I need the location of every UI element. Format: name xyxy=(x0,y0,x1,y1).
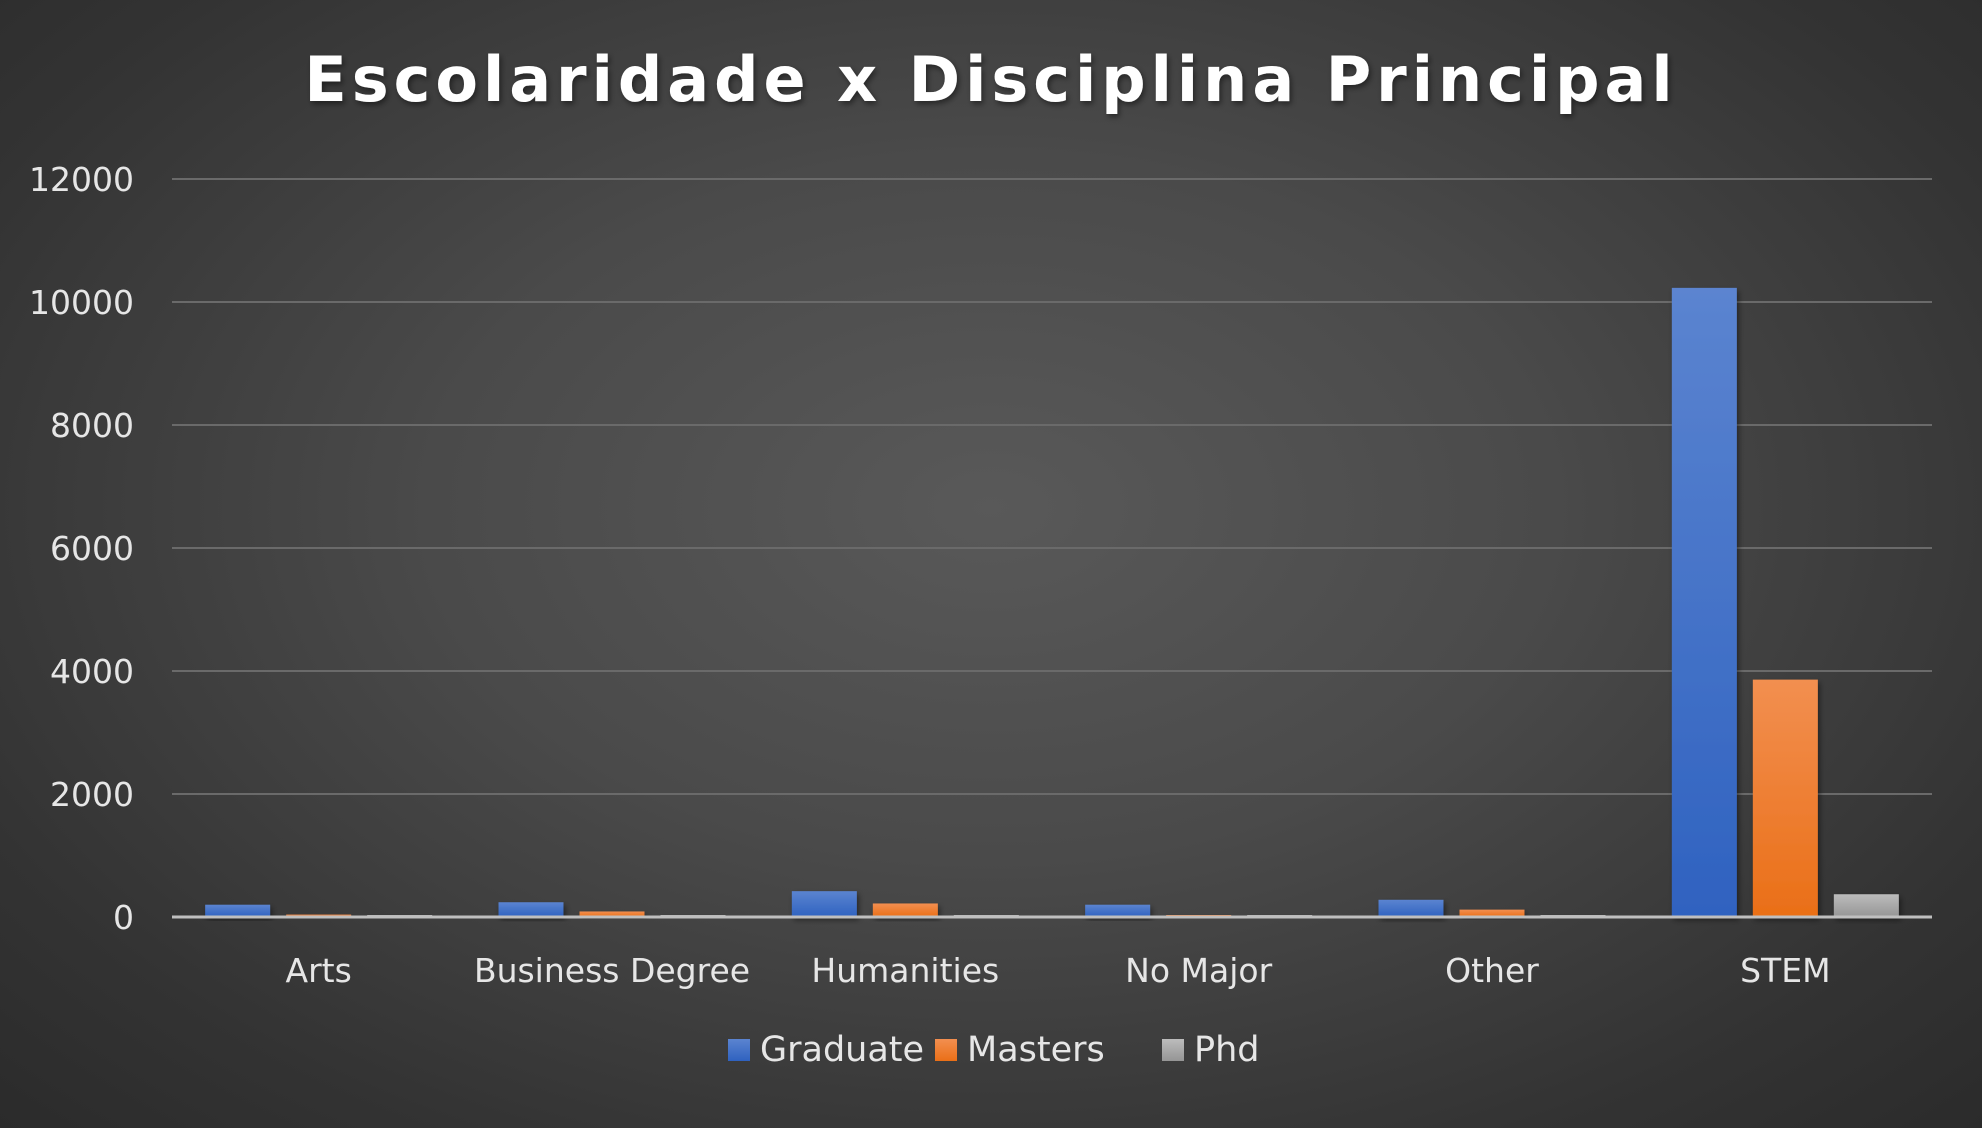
x-category-label: Arts xyxy=(286,951,352,990)
y-tick-label: 6000 xyxy=(50,529,134,568)
y-tick-label: 8000 xyxy=(50,406,134,445)
x-axis-categories: Arts Business Degree Humanities No Major Oth… xyxy=(286,951,1831,990)
legend-item-masters: Masters xyxy=(935,1030,1105,1070)
legend-label: Graduate xyxy=(760,1030,924,1070)
legend-label: Phd xyxy=(1194,1030,1260,1070)
y-tick-label: 0 xyxy=(113,898,134,937)
x-category-label: Humanities xyxy=(811,951,999,990)
bar-masters-other xyxy=(1459,909,1525,917)
bar-masters-business-degree xyxy=(579,911,645,917)
bar-masters-stem xyxy=(1752,679,1818,917)
legend-swatch xyxy=(935,1039,957,1061)
y-tick-label: 2000 xyxy=(50,775,134,814)
legend-item-graduate: Graduate xyxy=(728,1030,924,1070)
bar-graduate-humanities xyxy=(791,891,857,917)
bar-graduate-no-major xyxy=(1085,904,1151,917)
y-tick-label: 10000 xyxy=(29,283,134,322)
x-category-label: Business Degree xyxy=(474,951,750,990)
legend-swatch xyxy=(1162,1039,1184,1061)
chart-title: Escolaridade x Disciplina Principal xyxy=(304,43,1677,116)
bar-phd-stem xyxy=(1833,894,1899,917)
legend-swatch xyxy=(728,1039,750,1061)
bar-graduate-other xyxy=(1378,899,1444,917)
x-category-label: STEM xyxy=(1740,951,1830,990)
legend-label: Masters xyxy=(967,1030,1105,1070)
bars xyxy=(205,287,1899,918)
y-tick-label: 12000 xyxy=(29,160,134,199)
legend-item-phd: Phd xyxy=(1162,1030,1260,1070)
y-tick-label: 4000 xyxy=(50,652,134,691)
x-category-label: Other xyxy=(1445,951,1539,990)
grid xyxy=(172,178,1932,795)
bar-graduate-business-degree xyxy=(498,902,564,917)
legend: Graduate Masters Phd xyxy=(728,1030,1260,1070)
bar-masters-humanities xyxy=(872,903,938,917)
y-axis-ticks: 0 2000 4000 6000 8000 10000 12000 xyxy=(29,160,134,937)
bar-graduate-stem xyxy=(1671,287,1737,918)
bar-graduate-arts xyxy=(205,904,271,917)
x-category-label: No Major xyxy=(1125,951,1272,990)
